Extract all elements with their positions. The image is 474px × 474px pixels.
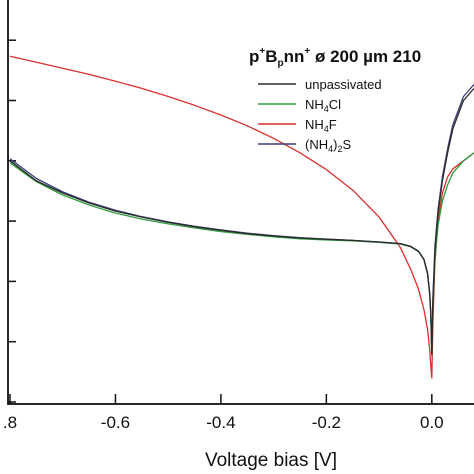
legend-label-nh4f: NH4F <box>305 117 337 134</box>
legend: unpassivated NH4Cl NH4F (NH4)2S <box>258 77 382 154</box>
x-tick-label: 0.0 <box>420 413 444 432</box>
y-axis-ticks <box>8 39 16 403</box>
x-tick-label: -0.6 <box>101 413 130 432</box>
x-tick-label: .8 <box>3 413 17 432</box>
legend-label-nh4cl: NH4Cl <box>305 97 341 114</box>
x-tick-label: -0.4 <box>206 413 235 432</box>
x-tick-label: -0.2 <box>312 413 341 432</box>
legend-label-nh42s: (NH4)2S <box>305 137 351 154</box>
x-axis-tick-labels: .8 -0.6 -0.4 -0.2 0.0 <box>3 413 444 432</box>
series-line-unpassivated <box>9 87 474 355</box>
chart-title: p+Bpnn+ ø 200 µm 210 <box>249 46 421 69</box>
x-axis-ticks <box>9 394 433 404</box>
series-lines <box>9 55 474 379</box>
series-line-nh4f <box>9 55 474 379</box>
legend-label-unpassivated: unpassivated <box>305 77 382 92</box>
x-axis-title: Voltage bias [V] <box>205 450 337 471</box>
